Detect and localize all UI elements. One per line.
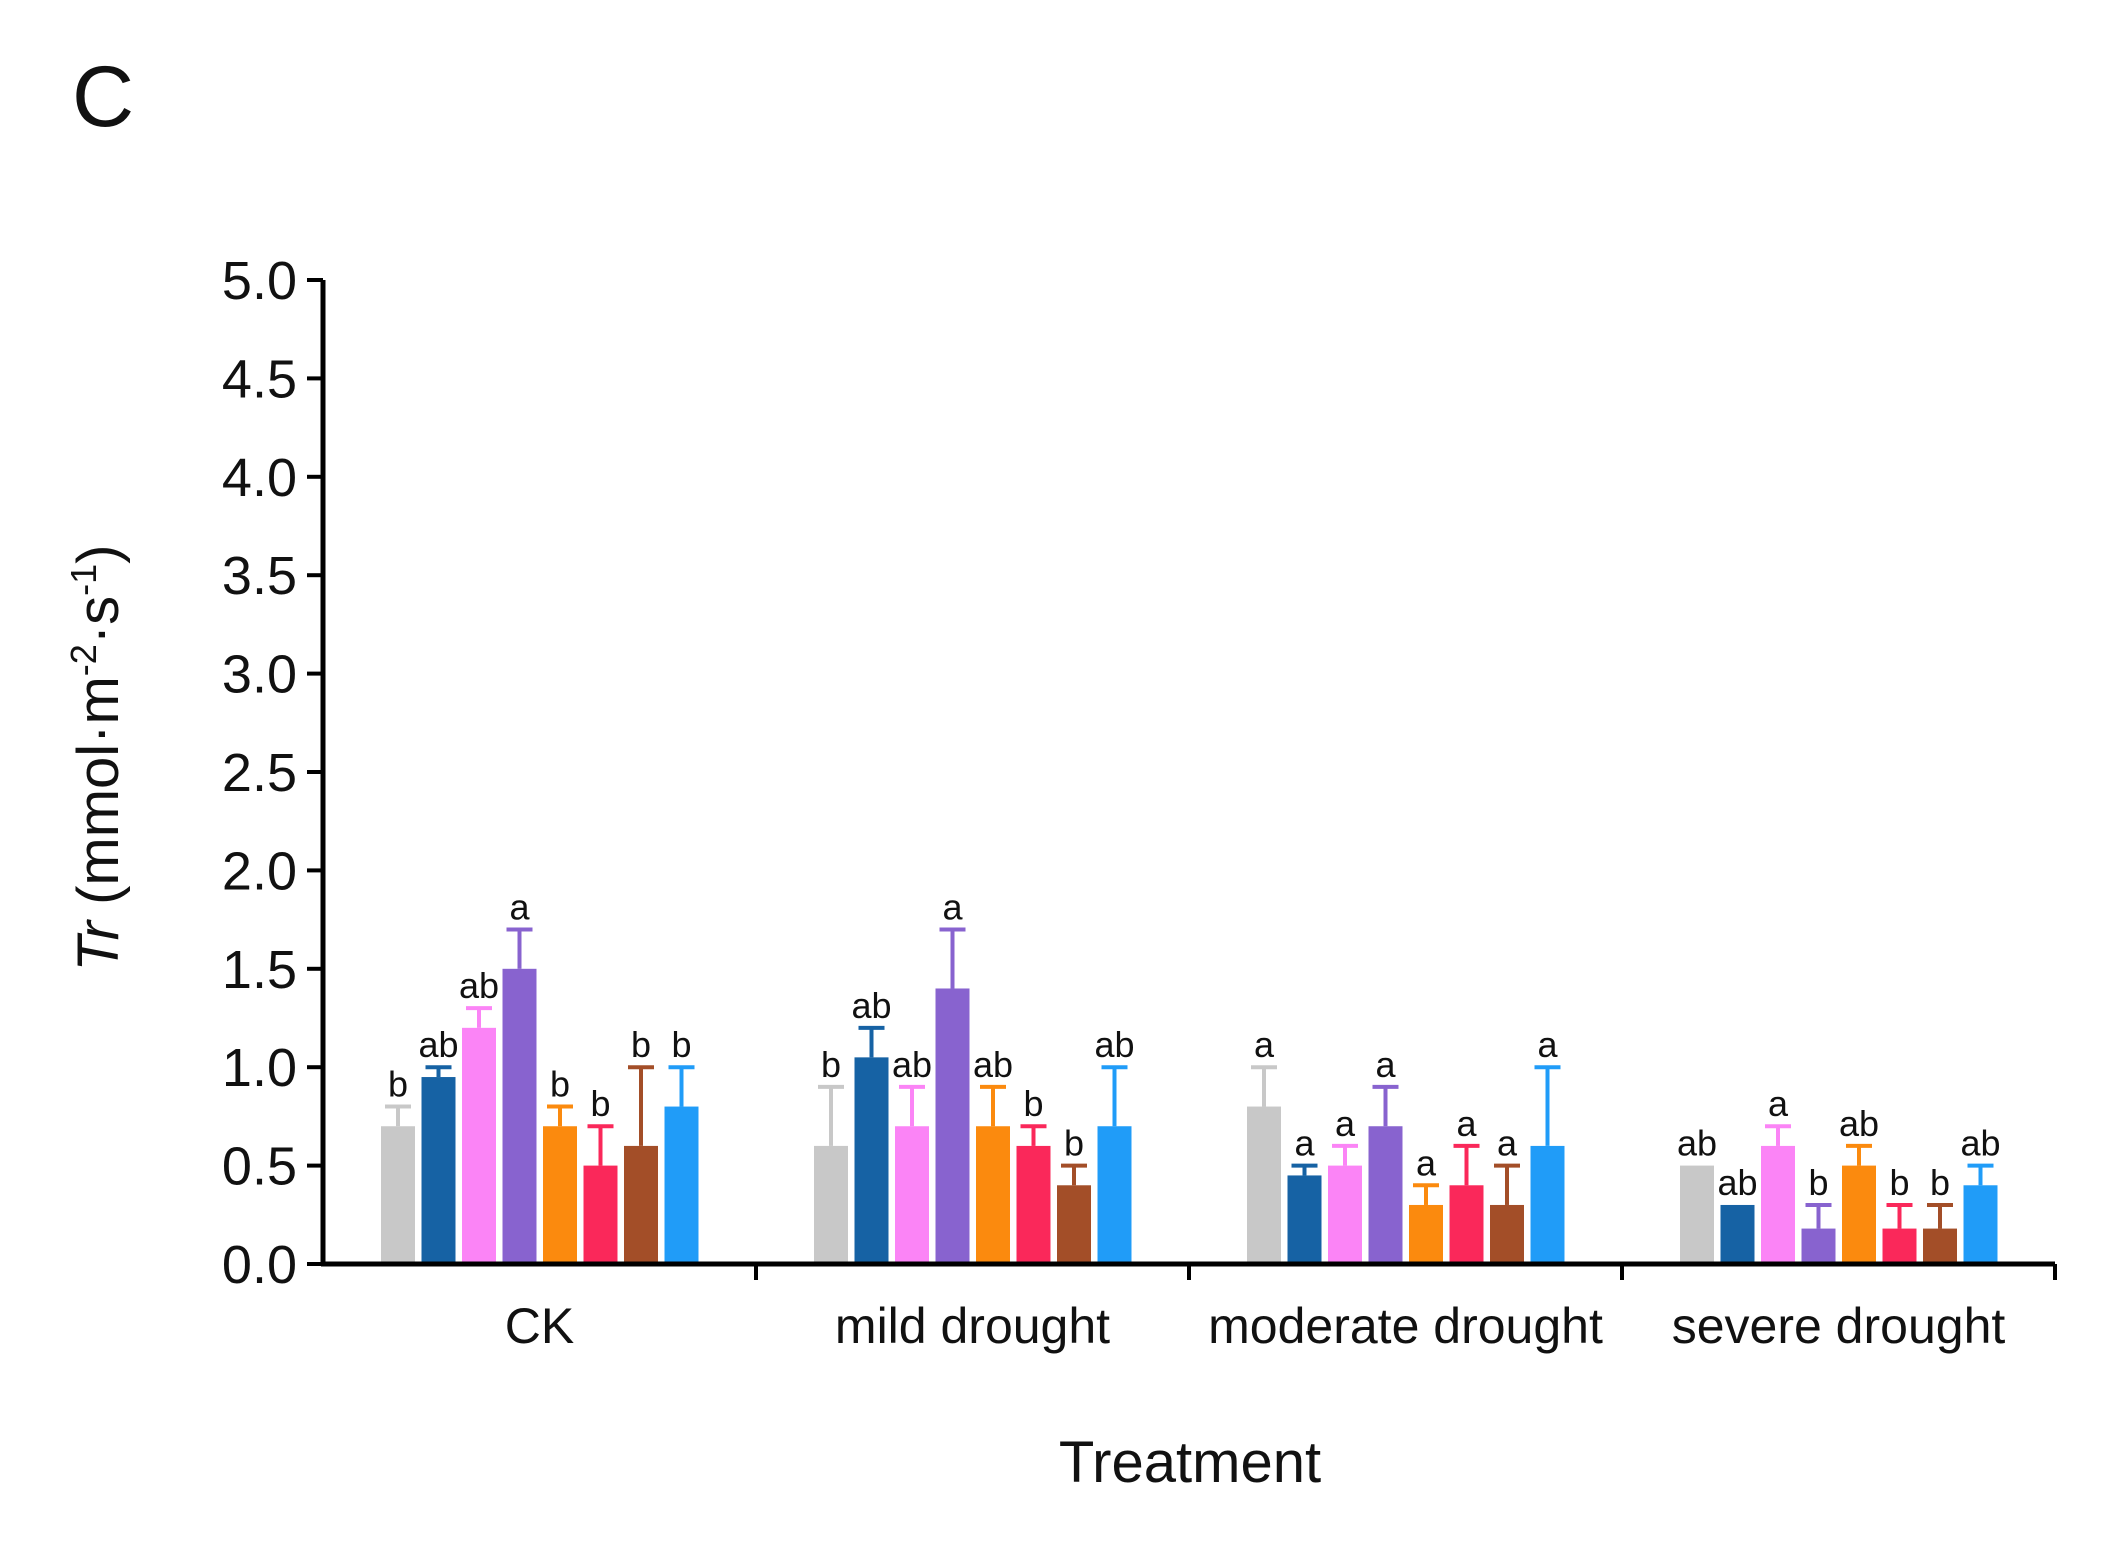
significance-letter: a (1537, 1024, 1558, 1065)
bar (381, 1126, 415, 1264)
category-label: severe drought (1672, 1298, 2006, 1354)
bar (1720, 1204, 1755, 1264)
significance-letter: ab (851, 985, 891, 1026)
significance-letter: ab (973, 1044, 1013, 1085)
significance-letter: ab (1677, 1123, 1717, 1164)
significance-letter: b (671, 1024, 691, 1065)
x-ticks (754, 1264, 2057, 1280)
x-axis-title: Treatment (1059, 1430, 1321, 1495)
significance-letter: b (1808, 1162, 1828, 1203)
bar (935, 988, 970, 1264)
bar (854, 1057, 889, 1264)
panel-label: C (72, 49, 134, 145)
significance-letter: a (509, 886, 530, 927)
bar (1449, 1185, 1484, 1264)
significance-letter: b (550, 1064, 570, 1105)
error-bars-layer (385, 927, 1994, 1229)
bar (624, 1145, 658, 1264)
category-label: moderate drought (1208, 1298, 1603, 1354)
y-ticks: 0.0 0.5 1.0 1.5 2.0 2.5 3.0 3.5 4.0 4.5 5.0 (222, 251, 323, 1295)
significance-letter: b (590, 1083, 610, 1124)
bar (1490, 1204, 1524, 1264)
y-tick-label: 3.0 (222, 645, 297, 705)
significance-letter: b (821, 1044, 841, 1085)
significance-letter: ab (418, 1024, 458, 1065)
significance-letter: b (1930, 1162, 1950, 1203)
bars-layer (381, 968, 1998, 1264)
bar (664, 1106, 699, 1264)
bar (583, 1165, 618, 1264)
y-tick-label: 3.5 (222, 546, 297, 606)
significance-letter: a (1375, 1044, 1396, 1085)
y-axis-title-close: ) (66, 545, 131, 564)
significance-letter: ab (892, 1044, 932, 1085)
bar (1328, 1165, 1362, 1264)
y-axis-title-unit: (mmol·m (66, 676, 131, 921)
significance-letter: a (1497, 1123, 1518, 1164)
y-axis-title-sup-1: -2 (63, 644, 104, 676)
category-label: CK (505, 1298, 574, 1354)
y-axis-title-variable: Tr (66, 918, 131, 971)
bar (1923, 1228, 1957, 1264)
significance-letter: a (1335, 1103, 1356, 1144)
bar (1842, 1165, 1876, 1264)
bar (1680, 1165, 1714, 1264)
category-label: mild drought (835, 1298, 1110, 1354)
significance-letter: b (1889, 1162, 1909, 1203)
significance-letter: ab (1839, 1103, 1879, 1144)
bar (1963, 1185, 1998, 1264)
significance-letter: a (942, 886, 963, 927)
bar (1057, 1185, 1091, 1264)
bar (1530, 1145, 1565, 1264)
bar (976, 1126, 1010, 1264)
y-axis-title: Tr (mmol·m-2·s-1) (63, 545, 131, 972)
bar (421, 1077, 456, 1264)
significance-letter: ab (1094, 1024, 1134, 1065)
y-tick-label: 0.0 (222, 1235, 297, 1295)
y-tick-label: 4.0 (222, 448, 297, 508)
significance-letter: a (1768, 1083, 1789, 1124)
y-tick-label: 2.0 (222, 841, 297, 901)
bar (814, 1145, 848, 1264)
y-tick-label: 5.0 (222, 251, 297, 311)
y-tick-label: 4.5 (222, 349, 297, 409)
significance-letter: a (1456, 1103, 1477, 1144)
significance-letter: a (1416, 1142, 1437, 1183)
significance-letter: ab (459, 965, 499, 1006)
category-labels: CK mild drought moderate drought severe dro… (505, 1298, 2006, 1354)
bar (895, 1126, 929, 1264)
significance-letter: b (631, 1024, 651, 1065)
bar (1097, 1126, 1132, 1264)
bar (1287, 1175, 1322, 1264)
significance-letter: ab (1960, 1123, 2000, 1164)
bar (1247, 1106, 1281, 1264)
significance-letter: b (388, 1064, 408, 1105)
bar (1801, 1228, 1836, 1264)
y-tick-label: 2.5 (222, 743, 297, 803)
significance-letter: a (1294, 1123, 1315, 1164)
bar (1409, 1204, 1443, 1264)
y-tick-label: 0.5 (222, 1137, 297, 1197)
significance-letter: ab (1717, 1162, 1757, 1203)
bar (1761, 1145, 1795, 1264)
bar (502, 968, 537, 1264)
bar (1882, 1228, 1917, 1264)
significance-letter: a (1254, 1024, 1275, 1065)
y-tick-label: 1.5 (222, 940, 297, 1000)
y-tick-label: 1.0 (222, 1038, 297, 1098)
bar (543, 1126, 577, 1264)
bar (462, 1027, 496, 1264)
significance-letter: b (1064, 1123, 1084, 1164)
significance-letter: b (1023, 1083, 1043, 1124)
bar (1016, 1145, 1051, 1264)
y-axis-title-mid: ·s (66, 596, 131, 644)
bar (1368, 1126, 1403, 1264)
y-axis-title-sup-2: -1 (63, 564, 104, 596)
